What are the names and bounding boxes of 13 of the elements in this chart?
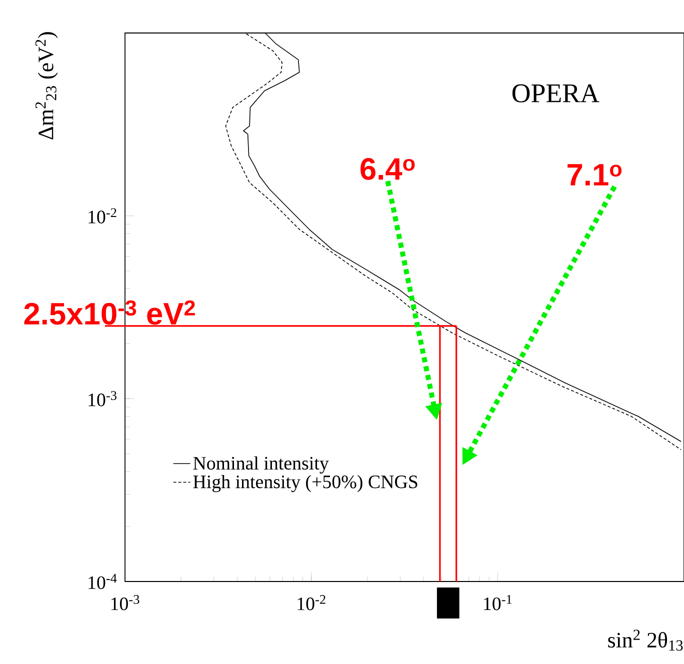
x-tick-label: 10$^{-2}$ <box>298 595 326 610</box>
y-tick-label: 10$^{-4}$ <box>88 574 117 590</box>
y-axis-title: Δm$^{2}$$_{23}$ (eV$^{2}$) <box>35 32 58 140</box>
x-axis-title: sin$^{2}$ 2θ$_{13}$ <box>608 630 683 651</box>
y-tick-label: 10$^{-3}$ <box>88 391 116 406</box>
x-tick-label: 10$^{-1}$ <box>484 595 512 610</box>
ref-line-label: 7.1$^{o}$ <box>568 164 622 186</box>
legend-label: Nominal intensity <box>193 456 329 474</box>
y-tick-label: 10$^{-2}$ <box>88 208 116 224</box>
ref-line-label: 6.4$^{o}$ <box>360 158 415 180</box>
legend-label: High intensity (+50%) CNGS <box>193 474 418 492</box>
annotation: OPERA <box>512 84 600 102</box>
x-tick-label: 10$^{-3}$ <box>111 595 140 610</box>
